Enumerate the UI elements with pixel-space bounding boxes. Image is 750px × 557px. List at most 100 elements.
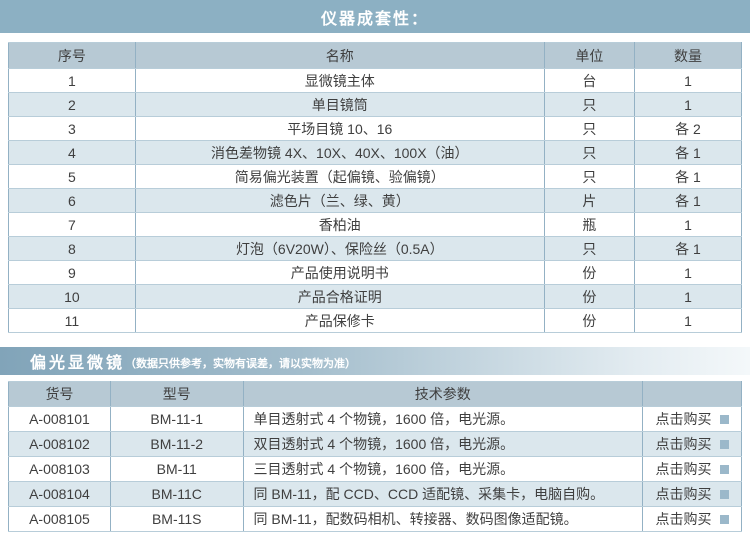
cell-index: 11 xyxy=(8,308,136,333)
buy-link[interactable]: 点击购买 xyxy=(656,409,729,429)
cell-index: 2 xyxy=(8,92,136,117)
cell-qty: 各 1 xyxy=(633,140,743,165)
cell-buy: 点击购买 xyxy=(642,481,742,507)
col-header-unit: 单位 xyxy=(543,42,635,69)
table-row: A-008104 BM-11C 同 BM-11，配 CCD、CCD 适配镜、采集… xyxy=(8,481,742,507)
cell-model: BM-11C xyxy=(109,481,244,507)
table-row: 5 简易偏光装置（起偏镜、验偏镜） 只 各 1 xyxy=(8,164,743,189)
table-row: A-008102 BM-11-2 双目透射式 4 个物镜，1600 倍，电光源。… xyxy=(8,431,742,457)
cell-params: 三目透射式 4 个物镜，1600 倍，电光源。 xyxy=(242,456,644,482)
cell-name: 单目镜筒 xyxy=(134,92,545,117)
cell-unit: 份 xyxy=(543,284,635,309)
cell-unit: 只 xyxy=(543,116,635,141)
cell-params: 双目透射式 4 个物镜，1600 倍，电光源。 xyxy=(242,431,644,457)
cell-buy: 点击购买 xyxy=(642,406,742,432)
cell-unit: 瓶 xyxy=(543,212,635,237)
cell-index: 3 xyxy=(8,116,136,141)
table-row: A-008105 BM-11S 同 BM-11，配数码相机、转接器、数码图像适配… xyxy=(8,506,742,532)
table-row: 7 香柏油 瓶 1 xyxy=(8,212,743,237)
cell-qty: 1 xyxy=(633,260,743,285)
cell-sku: A-008104 xyxy=(8,481,111,507)
table-row: 11 产品保修卡 份 1 xyxy=(8,308,743,333)
col-header-index: 序号 xyxy=(8,42,136,69)
cell-unit: 只 xyxy=(543,164,635,189)
cell-unit: 只 xyxy=(543,140,635,165)
table-row: 6 滤色片（兰、绿、黄） 片 各 1 xyxy=(8,188,743,213)
cell-name: 灯泡（6V20W）、保险丝（0.5A） xyxy=(134,236,545,261)
cell-buy: 点击购买 xyxy=(642,431,742,457)
cell-unit: 份 xyxy=(543,308,635,333)
cell-unit: 份 xyxy=(543,260,635,285)
cell-name: 产品合格证明 xyxy=(134,284,545,309)
cell-name: 香柏油 xyxy=(134,212,545,237)
table-row: 1 显微镜主体 台 1 xyxy=(8,68,743,93)
cell-qty: 各 1 xyxy=(633,164,743,189)
cell-unit: 片 xyxy=(543,188,635,213)
cell-qty: 1 xyxy=(633,212,743,237)
equipment-table: 序号 名称 单位 数量 1 显微镜主体 台 1 2 单目镜筒 只 1 3 平场目… xyxy=(8,42,743,333)
table-row: 9 产品使用说明书 份 1 xyxy=(8,260,743,285)
cell-name: 滤色片（兰、绿、黄） xyxy=(134,188,545,213)
section1-header-band: 仪器成套性： xyxy=(0,0,750,33)
cell-unit: 只 xyxy=(543,92,635,117)
buy-link[interactable]: 点击购买 xyxy=(656,434,729,454)
col-header-sku: 货号 xyxy=(8,381,111,407)
cell-sku: A-008103 xyxy=(8,456,111,482)
cell-model: BM-11 xyxy=(109,456,244,482)
cell-qty: 各 1 xyxy=(633,188,743,213)
cell-unit: 台 xyxy=(543,68,635,93)
section2-title: 偏光显微镜 xyxy=(30,355,126,372)
cell-index: 7 xyxy=(8,212,136,237)
table-row: 8 灯泡（6V20W）、保险丝（0.5A） 只 各 1 xyxy=(8,236,743,261)
cell-name: 显微镜主体 xyxy=(134,68,545,93)
buy-link[interactable]: 点击购买 xyxy=(656,484,729,504)
cell-params: 同 BM-11，配数码相机、转接器、数码图像适配镜。 xyxy=(242,506,644,532)
cell-index: 4 xyxy=(8,140,136,165)
table-row: 4 消色差物镜 4X、10X、40X、100X（油） 只 各 1 xyxy=(8,140,743,165)
cell-index: 10 xyxy=(8,284,136,309)
col-header-qty: 数量 xyxy=(633,42,743,69)
cell-sku: A-008101 xyxy=(8,406,111,432)
buy-square-icon xyxy=(719,489,729,499)
cell-name: 简易偏光装置（起偏镜、验偏镜） xyxy=(134,164,545,189)
cell-qty: 1 xyxy=(633,308,743,333)
cell-qty: 各 1 xyxy=(633,236,743,261)
cell-index: 9 xyxy=(8,260,136,285)
buy-square-icon xyxy=(719,414,729,424)
cell-params: 单目透射式 4 个物镜，1600 倍，电光源。 xyxy=(242,406,644,432)
cell-name: 平场目镜 10、16 xyxy=(134,116,545,141)
col-header-buy xyxy=(642,381,742,407)
col-header-model: 型号 xyxy=(109,381,244,407)
table-header-row: 货号 型号 技术参数 xyxy=(8,381,742,407)
table-row: 3 平场目镜 10、16 只 各 2 xyxy=(8,116,743,141)
cell-model: BM-11-1 xyxy=(109,406,244,432)
models-table: 货号 型号 技术参数 A-008101 BM-11-1 单目透射式 4 个物镜，… xyxy=(8,381,742,532)
cell-name: 消色差物镜 4X、10X、40X、100X（油） xyxy=(134,140,545,165)
cell-name: 产品保修卡 xyxy=(134,308,545,333)
buy-link[interactable]: 点击购买 xyxy=(656,459,729,479)
cell-sku: A-008102 xyxy=(8,431,111,457)
buy-square-icon xyxy=(719,439,729,449)
col-header-name: 名称 xyxy=(134,42,545,69)
cell-params: 同 BM-11，配 CCD、CCD 适配镜、采集卡，电脑自购。 xyxy=(242,481,644,507)
cell-model: BM-11S xyxy=(109,506,244,532)
table-row: A-008103 BM-11 三目透射式 4 个物镜，1600 倍，电光源。 点… xyxy=(8,456,742,482)
buy-link-label: 点击购买 xyxy=(655,436,712,452)
cell-index: 8 xyxy=(8,236,136,261)
cell-qty: 1 xyxy=(633,284,743,309)
section1-title: 仪器成套性： xyxy=(320,10,429,28)
table-row: A-008101 BM-11-1 单目透射式 4 个物镜，1600 倍，电光源。… xyxy=(8,406,742,432)
table-row: 2 单目镜筒 只 1 xyxy=(8,92,743,117)
cell-buy: 点击购买 xyxy=(642,456,742,482)
buy-link[interactable]: 点击购买 xyxy=(656,509,729,529)
cell-qty: 各 2 xyxy=(633,116,743,141)
cell-index: 1 xyxy=(8,68,136,93)
section2-header-band: 偏光显微镜 （数据只供参考，实物有误差，请以实物为准） xyxy=(0,347,750,375)
buy-link-label: 点击购买 xyxy=(655,511,712,527)
cell-buy: 点击购买 xyxy=(642,506,742,532)
buy-square-icon xyxy=(719,514,729,524)
table-row: 10 产品合格证明 份 1 xyxy=(8,284,743,309)
cell-qty: 1 xyxy=(633,68,743,93)
section2-subtitle: （数据只供参考，实物有误差，请以实物为准） xyxy=(125,357,357,370)
buy-link-label: 点击购买 xyxy=(655,486,712,502)
